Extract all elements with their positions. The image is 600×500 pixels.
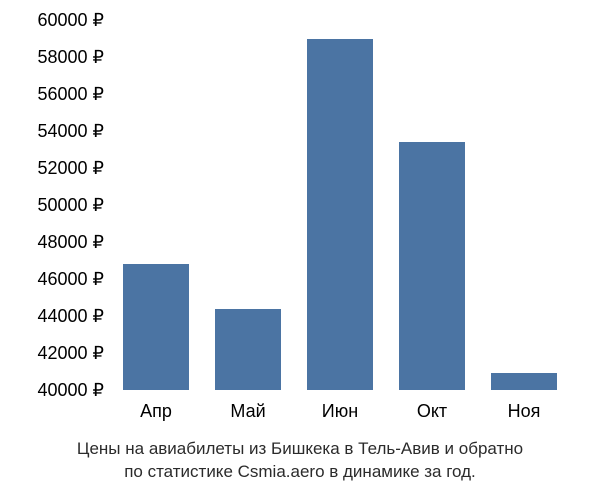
price-chart: 40000 ₽ 42000 ₽ 44000 ₽ 46000 ₽ 48000 ₽ 50000… — [0, 0, 600, 500]
plot-area — [110, 20, 570, 390]
y-axis: 40000 ₽42000 ₽44000 ₽46000 ₽48000 ₽50000… — [0, 20, 104, 390]
y-tick-label: 52000 ₽ — [0, 159, 104, 177]
y-tick-label: 46000 ₽ — [0, 270, 104, 288]
x-tick-label: Окт — [417, 401, 447, 422]
y-tick-label: 40000 ₽ — [0, 381, 104, 399]
caption-line-2: по статистике Csmia.aero в динамике за г… — [0, 461, 600, 484]
x-tick-label: Ноя — [508, 401, 541, 422]
y-tick-label: 58000 ₽ — [0, 48, 104, 66]
y-tick-label: 42000 ₽ — [0, 344, 104, 362]
y-tick-label: 60000 ₽ — [0, 11, 104, 29]
bars-container — [110, 20, 570, 390]
bar — [491, 373, 557, 390]
x-tick-label: Июн — [322, 401, 358, 422]
x-tick-label: Апр — [140, 401, 172, 422]
x-tick-label: Май — [230, 401, 265, 422]
x-axis: Апр Май Июн Окт Ноя — [110, 395, 570, 425]
y-tick-label: 48000 ₽ — [0, 233, 104, 251]
bar — [215, 309, 281, 390]
y-tick-label: 54000 ₽ — [0, 122, 104, 140]
y-tick-label: 50000 ₽ — [0, 196, 104, 214]
y-tick-label: 44000 ₽ — [0, 307, 104, 325]
bar — [307, 39, 373, 391]
caption-line-1: Цены на авиабилеты из Бишкека в Тель-Ави… — [0, 438, 600, 461]
bar — [399, 142, 465, 390]
y-tick-label: 56000 ₽ — [0, 85, 104, 103]
chart-caption: Цены на авиабилеты из Бишкека в Тель-Ави… — [0, 438, 600, 484]
bar — [123, 264, 189, 390]
